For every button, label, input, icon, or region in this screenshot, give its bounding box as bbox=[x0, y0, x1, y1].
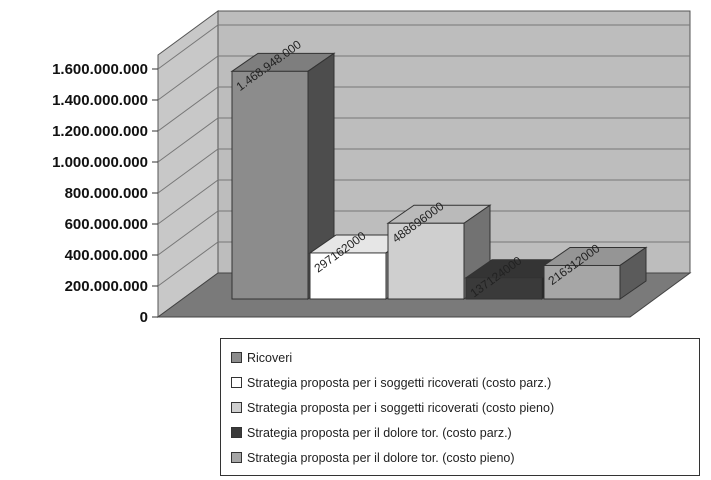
y-tick-label: 800.000.000 bbox=[65, 185, 148, 202]
legend-swatch bbox=[231, 402, 242, 413]
gridline bbox=[157, 86, 690, 132]
legend-label: Strategia proposta per i soggetti ricove… bbox=[247, 375, 552, 390]
y-tick-label: 0 bbox=[140, 309, 148, 326]
legend-label: Strategia proposta per il dolore tor. (c… bbox=[247, 450, 515, 465]
bar-front bbox=[543, 264, 621, 300]
y-tick-label: 600.000.000 bbox=[65, 216, 148, 233]
y-tick-label: 1.400.000.000 bbox=[52, 92, 148, 109]
legend-item: Strategia proposta per i soggetti ricove… bbox=[231, 370, 699, 395]
legend-item: Strategia proposta per il dolore tor. (c… bbox=[231, 445, 699, 470]
side-wall bbox=[157, 10, 219, 318]
gridline bbox=[157, 241, 690, 287]
bar-5 bbox=[542, 246, 648, 300]
gridline bbox=[157, 117, 690, 163]
y-tick-label: 400.000.000 bbox=[65, 247, 148, 264]
gridline bbox=[157, 148, 690, 194]
y-tick-label: 1.600.000.000 bbox=[52, 61, 148, 78]
bar-front bbox=[387, 222, 465, 300]
y-tick-label: 200.000.000 bbox=[65, 278, 148, 295]
gridline bbox=[157, 179, 690, 225]
legend-item: Ricoveri bbox=[231, 345, 699, 370]
legend: Ricoveri Strategia proposta per i soggett… bbox=[220, 338, 700, 476]
bar-front bbox=[231, 70, 309, 300]
legend-label: Strategia proposta per i soggetti ricove… bbox=[247, 400, 555, 415]
legend-swatch bbox=[231, 427, 242, 438]
bars bbox=[230, 52, 648, 300]
y-axis-ticks: 0 200.000.000 400.000.000 600.000.000 800.00… bbox=[52, 61, 158, 326]
legend-swatch bbox=[231, 452, 242, 463]
gridline bbox=[157, 24, 690, 70]
y-tick-label: 1.200.000.000 bbox=[52, 123, 148, 140]
gridline bbox=[157, 210, 690, 256]
bar-front bbox=[309, 252, 387, 300]
gridlines bbox=[157, 24, 690, 287]
bar-front bbox=[465, 277, 543, 300]
gridline bbox=[157, 55, 690, 101]
legend-item: Strategia proposta per i soggetti ricove… bbox=[231, 395, 699, 420]
legend-label: Strategia proposta per il dolore tor. (c… bbox=[247, 425, 512, 440]
legend-label: Ricoveri bbox=[247, 350, 293, 365]
legend-swatch bbox=[231, 377, 242, 388]
legend-swatch bbox=[231, 352, 242, 363]
bar-1 bbox=[230, 52, 336, 300]
y-tick-label: 1.000.000.000 bbox=[52, 154, 148, 171]
legend-item: Strategia proposta per il dolore tor. (c… bbox=[231, 420, 699, 445]
